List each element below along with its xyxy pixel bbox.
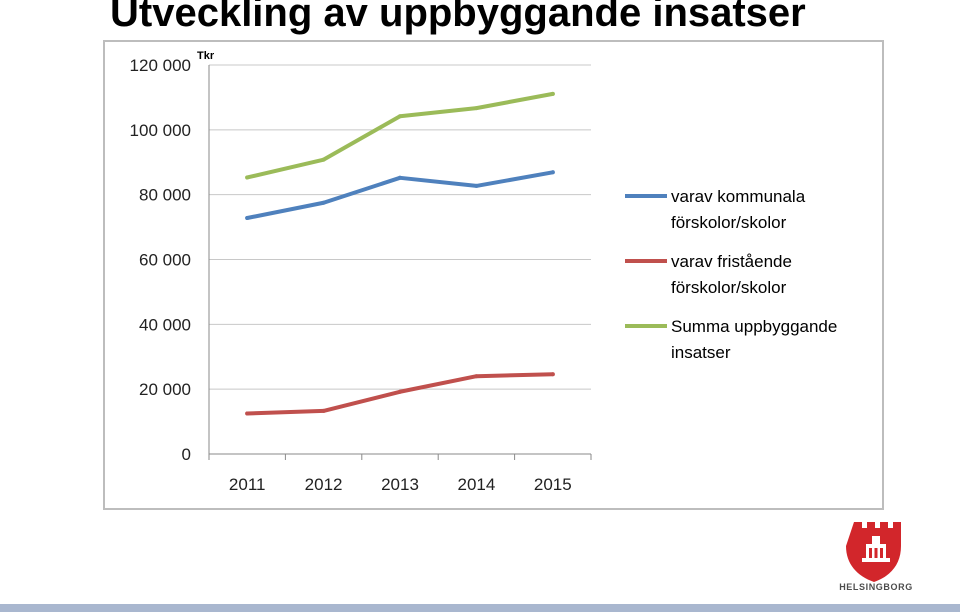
y-axis-unit-label: Tkr <box>197 50 215 62</box>
x-tick-label: 2014 <box>457 475 495 494</box>
y-tick-label: 40 000 <box>139 315 191 334</box>
data-point <box>398 175 402 180</box>
data-point <box>245 216 250 221</box>
y-tick-label: 60 000 <box>139 251 191 270</box>
data-point <box>398 389 402 394</box>
data-point <box>550 372 555 377</box>
y-tick-label: 20 000 <box>139 380 191 399</box>
bottom-bar <box>0 604 960 612</box>
legend-label: förskolor/skolor <box>671 213 787 232</box>
data-point <box>474 374 479 379</box>
legend-label: varav fristående <box>671 252 792 271</box>
legend-label: varav kommunala <box>671 187 806 206</box>
y-tick-label: 0 <box>182 445 191 464</box>
data-point <box>550 91 555 96</box>
data-point <box>398 114 402 119</box>
y-tick-label: 120 000 <box>130 56 191 75</box>
data-point <box>321 200 326 205</box>
y-tick-label: 80 000 <box>139 186 191 205</box>
data-point <box>474 106 479 111</box>
data-point <box>245 411 250 416</box>
data-point <box>550 170 555 175</box>
logo-text: HELSINGBORG <box>839 582 913 592</box>
data-point <box>321 408 326 413</box>
chart-frame: 0 20 000 40 000 60 000 80 000 100 000 120 000 T… <box>103 40 884 510</box>
helsingborg-crest-icon <box>846 522 901 582</box>
slide-title: Utveckling av uppbyggande insatser <box>110 0 806 35</box>
x-tick-label: 2011 <box>229 475 266 494</box>
y-tick-label: 100 000 <box>130 121 191 140</box>
series-line <box>245 91 555 180</box>
data-point <box>474 183 479 188</box>
data-point <box>245 175 250 180</box>
series-line <box>245 372 555 416</box>
legend-label: förskolor/skolor <box>671 278 787 297</box>
data-point <box>321 157 326 162</box>
x-tick-label: 2012 <box>305 475 343 494</box>
line-chart: 0 20 000 40 000 60 000 80 000 100 000 120 000 T… <box>130 50 838 494</box>
x-tick-label: 2015 <box>534 475 572 494</box>
legend-label: Summa uppbyggande <box>671 317 837 336</box>
legend-label: insatser <box>671 343 731 362</box>
x-tick-label: 2013 <box>381 475 419 494</box>
